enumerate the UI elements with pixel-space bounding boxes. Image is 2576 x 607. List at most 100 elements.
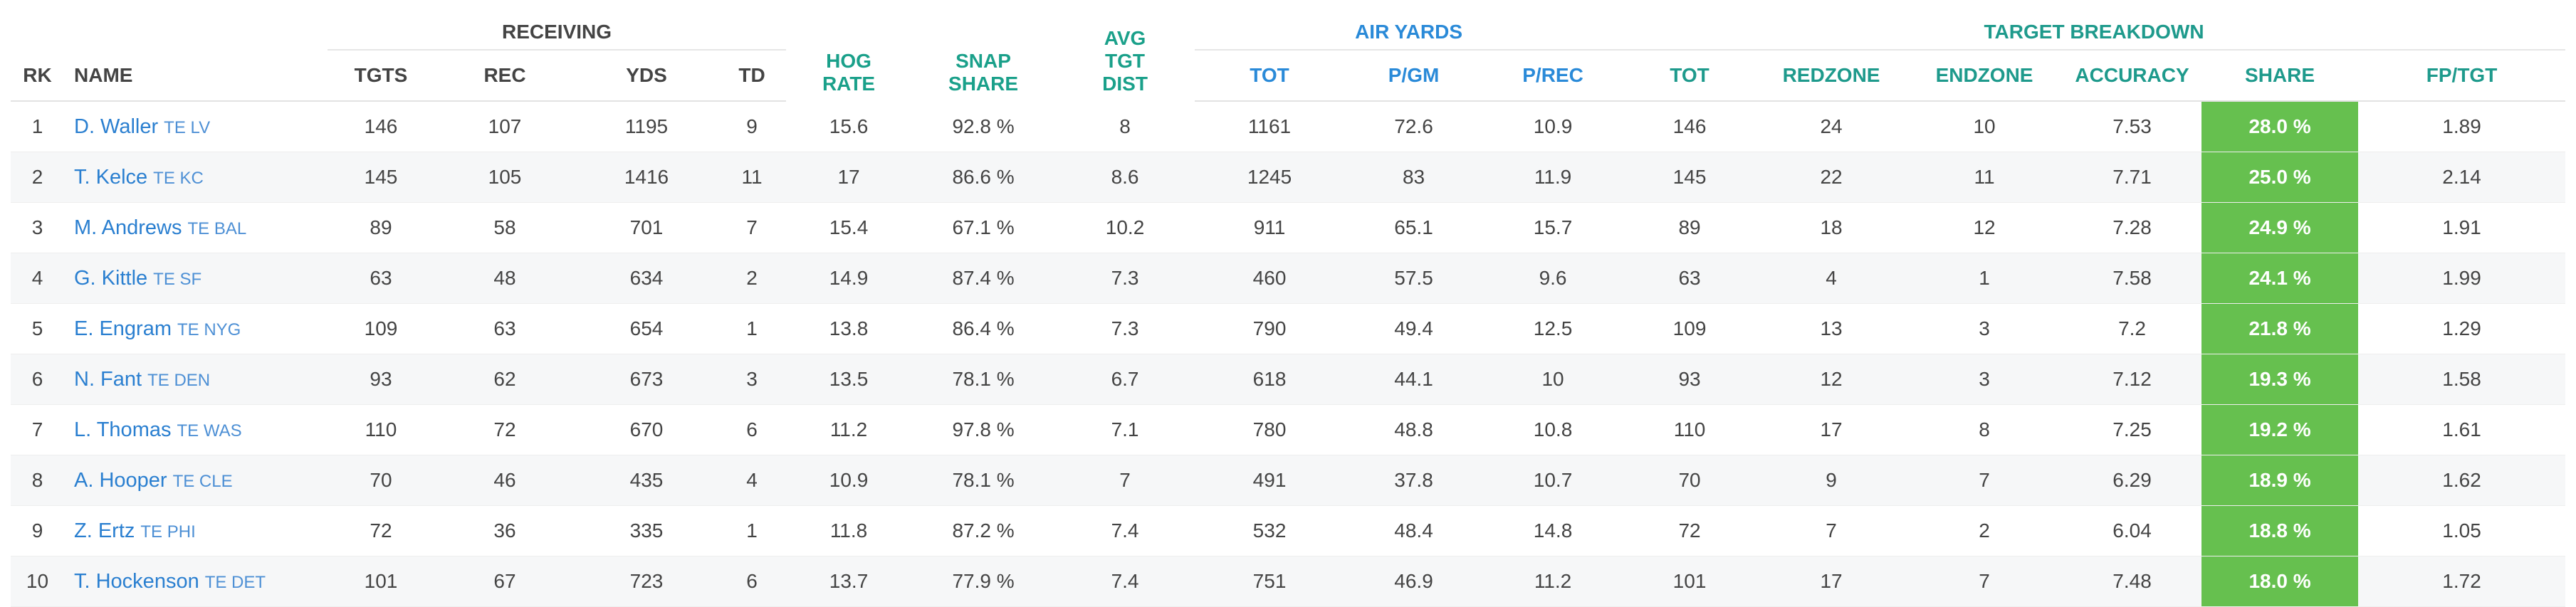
table-row: 2 T. Kelce TE KC 145 105 1416 11 17 86.6 % 8.6 124… <box>11 152 2566 203</box>
endzone-cell: 10 <box>1906 101 2063 152</box>
tb-tot-cell: 145 <box>1623 152 1757 203</box>
td-cell: 4 <box>718 455 787 506</box>
snap-share-header-line2: SHARE <box>948 73 1019 95</box>
player-name-link[interactable]: M. Andrews <box>74 216 182 239</box>
air-prec-cell: 11.2 <box>1483 556 1623 607</box>
air-prec-cell: 10 <box>1483 354 1623 405</box>
player-team: DET <box>231 572 266 592</box>
air-pgm-cell: 83 <box>1344 152 1484 203</box>
hog-rate-cell: 10.9 <box>786 455 912 506</box>
fp-tgt-cell: 1.58 <box>2358 354 2566 405</box>
redzone-cell: 17 <box>1756 404 1907 455</box>
hog-rate-cell: 15.4 <box>786 202 912 253</box>
player-team: CLE <box>199 471 233 491</box>
endzone-cell: 3 <box>1906 354 2063 405</box>
redzone-cell: 4 <box>1756 253 1907 304</box>
fp-tgt-header[interactable]: FP/TGT <box>2358 50 2566 102</box>
table-row: 6 N. Fant TE DEN 93 62 673 3 13.5 78.1 % 6.7 618 44… <box>11 354 2566 405</box>
snap-share-header-line1: SNAP <box>955 50 1011 72</box>
player-name-link[interactable]: A. Hooper <box>74 468 167 492</box>
endzone-cell: 8 <box>1906 404 2063 455</box>
tb-tot-header[interactable]: TOT <box>1623 50 1757 102</box>
rank-cell: 10 <box>11 556 64 607</box>
tb-tot-cell: 110 <box>1623 404 1757 455</box>
player-name-link[interactable]: T. Kelce <box>74 165 148 189</box>
player-name-cell: M. Andrews TE BAL <box>64 202 328 253</box>
redzone-cell: 13 <box>1756 303 1907 354</box>
air-pgm-cell: 49.4 <box>1344 303 1484 354</box>
yds-cell: 673 <box>575 354 718 405</box>
air-prec-header[interactable]: P/REC <box>1483 50 1623 102</box>
air-pgm-cell: 57.5 <box>1344 253 1484 304</box>
redzone-header[interactable]: REDZONE <box>1756 50 1907 102</box>
yds-cell: 435 <box>575 455 718 506</box>
air-pgm-cell: 46.9 <box>1344 556 1484 607</box>
air-pgm-cell: 65.1 <box>1344 202 1484 253</box>
hog-rate-cell: 15.6 <box>786 101 912 152</box>
rank-cell: 1 <box>11 101 64 152</box>
air-pgm-header[interactable]: P/GM <box>1344 50 1484 102</box>
player-team: LV <box>190 117 211 137</box>
player-name-link[interactable]: L. Thomas <box>74 418 172 441</box>
redzone-cell: 18 <box>1756 202 1907 253</box>
player-team: WAS <box>203 421 242 440</box>
player-name-link[interactable]: N. Fant <box>74 367 142 391</box>
avg-tgt-dist-header-line1: AVG <box>1104 27 1146 49</box>
air-yards-group-header: AIR YARDS <box>1195 0 1623 51</box>
player-position-team: TE WAS <box>177 421 241 440</box>
player-position-team: TE DEN <box>147 371 210 390</box>
snap-share-header[interactable]: SNAP SHARE <box>911 0 1055 101</box>
hog-rate-header-line1: HOG <box>826 50 871 72</box>
tgts-header[interactable]: TGTS <box>328 50 434 102</box>
player-position-team: TE PHI <box>140 522 195 542</box>
player-position: TE <box>147 370 169 390</box>
snap-share-cell: 77.9 % <box>911 556 1056 607</box>
player-name-link[interactable]: E. Engram <box>74 317 172 340</box>
hog-rate-header[interactable]: HOG RATE <box>786 0 911 101</box>
air-tot-header[interactable]: TOT <box>1195 50 1345 102</box>
tb-tot-cell: 63 <box>1623 253 1757 304</box>
fp-tgt-cell: 1.89 <box>2358 101 2566 152</box>
player-name-link[interactable]: T. Hockenson <box>74 569 199 593</box>
player-position: TE <box>177 320 199 339</box>
avg-tgt-dist-cell: 8.6 <box>1055 152 1195 203</box>
accuracy-cell: 6.29 <box>2063 455 2202 506</box>
share-cell: 25.0 % <box>2201 152 2359 203</box>
hog-rate-cell: 13.5 <box>786 354 912 405</box>
endzone-cell: 7 <box>1906 455 2063 506</box>
rec-header[interactable]: REC <box>434 50 575 102</box>
rank-cell: 5 <box>11 303 64 354</box>
redzone-cell: 7 <box>1756 505 1907 556</box>
endzone-cell: 2 <box>1906 505 2063 556</box>
td-header[interactable]: TD <box>718 50 787 102</box>
avg-tgt-dist-header[interactable]: AVG TGT DIST <box>1055 0 1195 101</box>
table-row: 1 D. Waller TE LV 146 107 1195 9 15.6 92.8 % 8 116… <box>11 101 2566 152</box>
snap-share-cell: 97.8 % <box>911 404 1056 455</box>
player-position: TE <box>172 471 195 491</box>
avg-tgt-dist-cell: 7.1 <box>1055 404 1195 455</box>
player-name-link[interactable]: D. Waller <box>74 115 159 138</box>
endzone-header[interactable]: ENDZONE <box>1906 50 2063 102</box>
accuracy-header[interactable]: ACCURACY <box>2063 50 2202 102</box>
accuracy-cell: 7.28 <box>2063 202 2202 253</box>
share-header[interactable]: SHARE <box>2201 50 2359 102</box>
table-row: 8 A. Hooper TE CLE 70 46 435 4 10.9 78.1 % 7 491 37… <box>11 455 2566 506</box>
table-row: 5 E. Engram TE NYG 109 63 654 1 13.8 86.4 % 7.3 79… <box>11 303 2566 354</box>
tgts-cell: 93 <box>328 354 434 405</box>
yds-cell: 670 <box>575 404 718 455</box>
air-tot-cell: 618 <box>1195 354 1345 405</box>
player-name-link[interactable]: Z. Ertz <box>74 519 135 542</box>
air-tot-cell: 491 <box>1195 455 1345 506</box>
fp-tgt-cell: 1.62 <box>2358 455 2566 506</box>
air-tot-cell: 532 <box>1195 505 1345 556</box>
name-header[interactable]: NAME <box>64 50 328 102</box>
player-name-link[interactable]: G. Kittle <box>74 266 148 290</box>
rk-header[interactable]: RK <box>11 50 64 102</box>
rank-cell: 8 <box>11 455 64 506</box>
player-position: TE <box>164 117 186 137</box>
yds-header[interactable]: YDS <box>575 50 718 102</box>
air-tot-cell: 1161 <box>1195 101 1345 152</box>
rec-cell: 62 <box>434 354 575 405</box>
player-name-cell: G. Kittle TE SF <box>64 253 328 304</box>
rec-cell: 67 <box>434 556 575 607</box>
